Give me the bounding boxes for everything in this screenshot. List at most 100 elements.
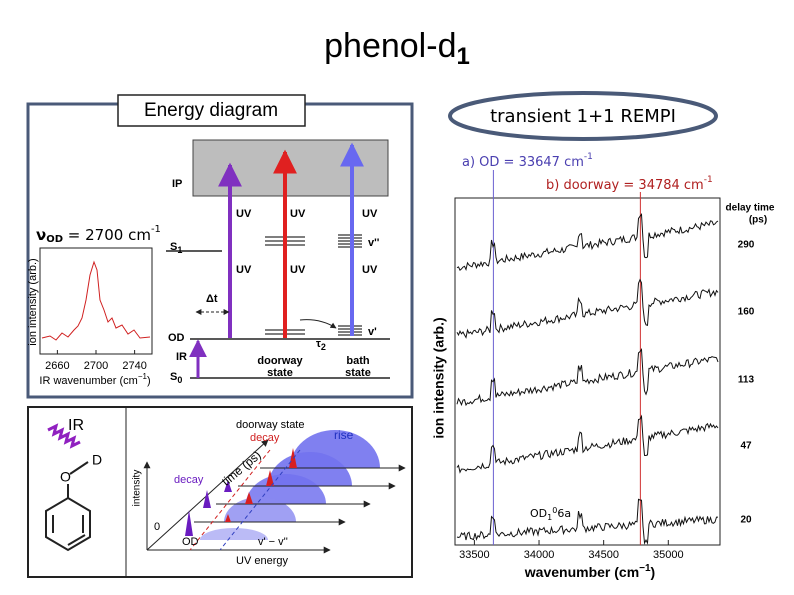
uv-label: UV xyxy=(236,208,252,220)
s1-text: S xyxy=(170,241,177,253)
v1-label: v' xyxy=(368,326,377,338)
spectrum-xlabel: wavenumber (cm−1) xyxy=(524,563,655,580)
line-b-value: 34784 xyxy=(638,178,679,193)
uv-label: UV xyxy=(236,264,252,276)
peak-label-end: 6a xyxy=(557,507,571,520)
x-tick-label: 2740 xyxy=(122,360,146,372)
vod-text: = 2700 cm xyxy=(63,226,151,244)
scheme-d: D xyxy=(92,452,102,468)
delta-t-label: Δt xyxy=(206,293,218,305)
scheme-vv: v' − v'' xyxy=(258,536,288,548)
line-a-sup: -1 xyxy=(584,152,593,162)
ir-squiggle xyxy=(47,423,81,449)
line-b-unit: cm xyxy=(680,178,704,193)
uv-label: UV xyxy=(362,208,378,220)
scheme-doorway: doorway state xyxy=(236,419,304,431)
doorway-label: state xyxy=(267,367,293,379)
inset-xlabel-sup: −1 xyxy=(138,372,148,381)
spectrum-frame xyxy=(454,197,721,546)
scheme-zero: 0 xyxy=(154,521,160,533)
uv-label: UV xyxy=(362,264,378,276)
x-tick-label: 2700 xyxy=(84,360,108,372)
spectrum-trace xyxy=(456,278,719,339)
title-text: phenol-d xyxy=(324,27,456,65)
bath-label: bath xyxy=(346,355,370,367)
tau-sub: 2 xyxy=(321,342,326,352)
delay-label: 290 xyxy=(738,240,755,251)
spectrum-trace xyxy=(456,414,719,474)
ip-region xyxy=(192,139,389,197)
spectrum-trace xyxy=(456,213,719,272)
tau-text: τ xyxy=(316,338,321,350)
line-b-label: b) doorway = 34784 cm-1 xyxy=(546,175,713,193)
inset-ticks: 2660 2700 2740 xyxy=(45,350,147,372)
delay-header: delay time xyxy=(726,203,775,214)
inset-ylabel: ion intensity (arb.) xyxy=(27,258,39,345)
line-b-sup: -1 xyxy=(704,175,713,185)
uv-label: UV xyxy=(290,208,306,220)
panel-header: Energy diagram xyxy=(144,100,278,121)
line-a-value: 33647 xyxy=(519,155,560,170)
inset-xlabel-text: IR wavenumber (cm xyxy=(39,375,137,387)
s0-sub: 0 xyxy=(177,375,182,385)
rempi-header: transient 1+1 REMPI xyxy=(490,106,676,127)
scheme-rise: rise xyxy=(334,428,354,442)
doorway-label: doorway xyxy=(257,355,303,367)
spectrum-xlabel-sup: −1 xyxy=(639,563,651,574)
inset-xlabel-end: ) xyxy=(147,375,151,387)
ir-label: IR xyxy=(176,351,187,363)
s1-label: S1 xyxy=(170,241,182,255)
scheme-3d xyxy=(143,430,406,554)
x-tick-label: 34500 xyxy=(588,549,619,561)
benzene-ring xyxy=(45,496,91,552)
delay-label: 20 xyxy=(740,515,752,526)
bath-label: state xyxy=(345,367,371,379)
scheme-uv-energy: UV energy xyxy=(236,555,288,567)
line-a-label: a) OD = 33647 cm-1 xyxy=(462,152,593,170)
title-sub: 1 xyxy=(456,43,469,70)
header-ellipse xyxy=(448,91,718,141)
header-box xyxy=(117,94,306,127)
spectrum-xlabel-end: ) xyxy=(651,564,656,580)
tau-arrow xyxy=(299,319,337,329)
spectrum: 33500 34000 34500 35000 290 160 113 47 20 xyxy=(456,170,755,561)
vod-label: νOD = 2700 cm-1 xyxy=(36,224,161,245)
scheme-decay: decay xyxy=(250,432,280,444)
spectrum-xlabel-text: wavenumber (cm xyxy=(524,564,639,580)
bond xyxy=(67,461,89,498)
slide-title: phenol-d1 xyxy=(324,27,470,70)
ir-trace xyxy=(41,260,151,341)
x-tick-label: 33500 xyxy=(459,549,490,561)
scheme-od: OD xyxy=(182,536,199,548)
s0-text: S xyxy=(170,371,177,383)
v2-label: v'' xyxy=(368,237,380,249)
line-a-unit: cm xyxy=(560,155,584,170)
s0-label: S0 xyxy=(170,371,182,385)
peak-label-sub: 1 xyxy=(547,513,552,522)
delay-label: 113 xyxy=(738,375,755,386)
delay-label: 160 xyxy=(738,307,755,318)
spectrum-trace xyxy=(456,348,719,407)
od-label: OD xyxy=(168,332,185,344)
peak-label: OD106a xyxy=(530,506,571,522)
peak-label-text: OD xyxy=(530,507,547,520)
scheme-frame xyxy=(27,406,413,578)
scheme-intensity: intensity xyxy=(132,470,143,507)
x-tick-label: 2660 xyxy=(45,360,69,372)
scheme-decay-left: decay xyxy=(174,474,204,486)
x-tick-label: 35000 xyxy=(653,549,684,561)
tau-label: τ2 xyxy=(316,338,326,352)
vod-sup: -1 xyxy=(151,224,161,235)
peak-label-sup: 0 xyxy=(552,506,557,515)
delay-label: 47 xyxy=(740,441,752,452)
x-tick-label: 34000 xyxy=(524,549,555,561)
line-b-prefix: b) doorway = xyxy=(546,178,638,193)
line-a-prefix: a) OD = xyxy=(462,155,519,170)
inset-xlabel: IR wavenumber (cm−1) xyxy=(39,372,150,387)
vod-sub: OD xyxy=(46,234,63,245)
ip-label: IP xyxy=(172,178,182,190)
scheme-ir: IR xyxy=(68,417,84,434)
delay-header: (ps) xyxy=(749,215,767,226)
vod-symbol: ν xyxy=(36,226,46,244)
